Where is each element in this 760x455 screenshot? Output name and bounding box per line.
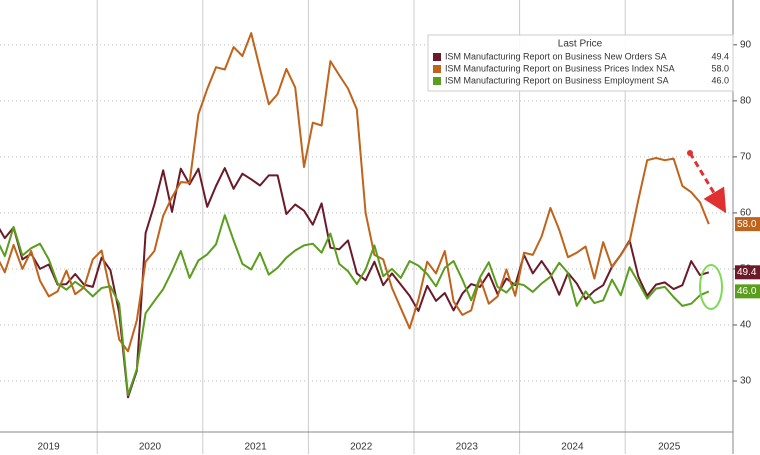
x-tick-label: 2024 <box>561 442 584 453</box>
x-tick-label: 2023 <box>456 442 479 453</box>
legend-swatch <box>433 77 441 85</box>
legend-title: Last Price <box>558 39 603 50</box>
x-tick-label: 2020 <box>139 442 162 453</box>
last-value-box <box>735 265 760 280</box>
x-tick-label: 2021 <box>244 442 267 453</box>
legend-box <box>427 34 734 92</box>
series-line <box>0 167 710 399</box>
series-line <box>0 214 710 396</box>
x-tick-label: 2019 <box>37 442 60 453</box>
last-value-label: 46.0 <box>737 286 757 297</box>
legend-label: ISM Manufacturing Report on Business New… <box>445 51 667 61</box>
legend-value: 49.4 <box>711 51 729 61</box>
y-tick-label: 30 <box>740 376 752 387</box>
x-tick-label: 2025 <box>658 442 681 453</box>
last-value-label: 49.4 <box>737 267 757 278</box>
series-line <box>0 32 710 353</box>
y-tick-label: 80 <box>740 95 752 106</box>
y-tick-label: 70 <box>740 152 752 163</box>
highlight-ellipse <box>699 264 723 310</box>
y-tick-label: 60 <box>740 208 752 219</box>
last-value-box <box>735 284 760 299</box>
y-tick-label: 90 <box>740 39 752 50</box>
x-tick-label: 2022 <box>350 442 373 453</box>
legend-value: 58.0 <box>711 63 729 73</box>
arrow-dot <box>687 150 693 156</box>
legend-label: ISM Manufacturing Report on Business Pri… <box>445 63 675 73</box>
legend-value: 46.0 <box>711 75 729 85</box>
legend-swatch <box>433 53 441 61</box>
legend-swatch <box>433 65 441 73</box>
legend-label: ISM Manufacturing Report on Business Emp… <box>445 75 669 85</box>
last-value-box <box>735 217 760 232</box>
last-value-label: 58.0 <box>737 219 757 230</box>
y-tick-label: 40 <box>740 320 752 331</box>
